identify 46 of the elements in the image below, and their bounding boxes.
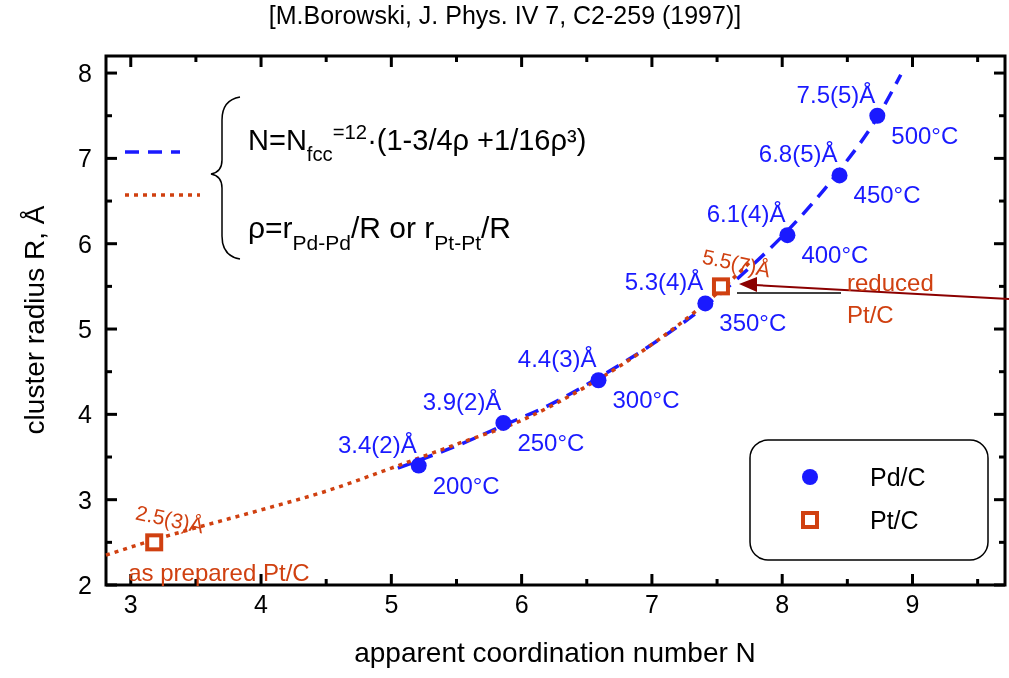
x-tick-label: 4 — [254, 590, 269, 618]
y-tick-label: 3 — [78, 485, 92, 514]
point — [145, 533, 164, 552]
annotation: N=N$_{fcc}$$^{=12}$·(1-3/4ρ +1/16ρ³) — [248, 121, 587, 165]
point — [590, 372, 607, 389]
legend-label: Pd/C — [870, 463, 926, 491]
x-tick-label: 5 — [384, 590, 399, 618]
x-tick-label: 6 — [514, 590, 529, 618]
annotation: 200°C — [432, 471, 500, 499]
annotation: reduced Pt/C — [847, 269, 934, 328]
y-tick-label: 7 — [78, 144, 92, 173]
point — [711, 277, 730, 296]
point — [779, 227, 796, 244]
legend-label: Pt/C — [870, 506, 919, 534]
chart-title: [M.Borowski, J. Phys. IV 7, C2-259 (1997)] — [268, 1, 742, 29]
annotation: 300°C — [612, 386, 680, 414]
annotation: ρ=r$_{Pd-Pd}$/R or r$_{Pt-Pt}$/R — [248, 211, 511, 254]
data-label: 6.8(5)Å — [758, 140, 838, 168]
data-label: 3.4(2)Å — [337, 430, 417, 458]
data-label: 3.9(2)Å — [422, 387, 502, 415]
point — [831, 167, 848, 184]
annotation: 250°C — [517, 428, 585, 456]
y-tick-label: 5 — [78, 315, 92, 344]
annotation: 350°C — [719, 309, 787, 337]
x-tick-label: 7 — [644, 590, 659, 618]
y-axis-title: cluster radius R, Å — [19, 205, 50, 435]
annotation: 450°C — [853, 181, 921, 209]
y-tick-label: 4 — [78, 400, 93, 429]
y-tick-label: 2 — [78, 571, 92, 599]
data-label: 7.5(5)Å — [796, 80, 876, 108]
annotation: as prepared Pt/C — [128, 559, 310, 587]
point — [410, 457, 427, 474]
x-tick-label: 3 — [123, 590, 138, 618]
data-label: 2.5(3)Å — [133, 500, 206, 538]
x-tick-label: 9 — [905, 590, 920, 618]
y-tick-label: 6 — [78, 229, 92, 258]
y-tick-label: 8 — [78, 59, 92, 88]
point — [495, 414, 512, 431]
annotation: 500°C — [891, 121, 959, 149]
data-label: 6.1(4)Å — [706, 200, 786, 228]
x-tick-label: 8 — [775, 590, 790, 618]
data-label: 4.4(3)Å — [517, 345, 597, 373]
point — [869, 107, 886, 124]
annotation: 400°C — [801, 241, 869, 269]
point — [697, 295, 714, 312]
x-axis-title: apparent coordination number N — [354, 637, 756, 668]
